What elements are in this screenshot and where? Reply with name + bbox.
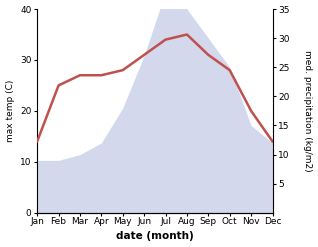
Y-axis label: max temp (C): max temp (C) [5,80,15,142]
Y-axis label: med. precipitation (kg/m2): med. precipitation (kg/m2) [303,50,313,172]
X-axis label: date (month): date (month) [116,231,194,242]
